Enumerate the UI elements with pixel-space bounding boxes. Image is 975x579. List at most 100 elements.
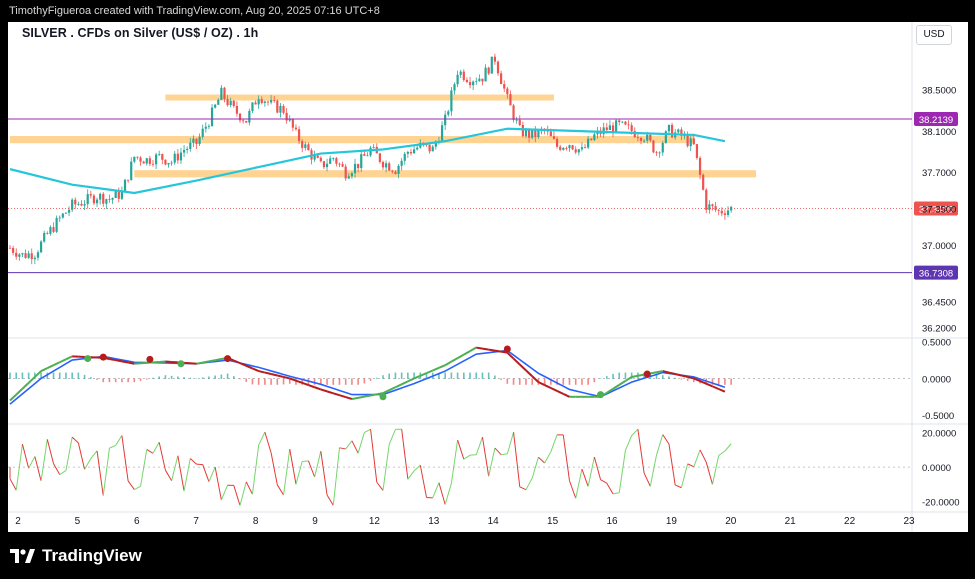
candle-body xyxy=(378,153,381,162)
roc-line-segment xyxy=(15,444,23,491)
currency-button[interactable]: USD xyxy=(916,25,952,45)
candle-body xyxy=(397,165,400,174)
histogram-bar xyxy=(257,378,260,385)
candle-body xyxy=(43,233,46,242)
momentum-line-segment xyxy=(202,360,210,364)
roc-line-segment xyxy=(276,484,284,496)
momentum-line-segment xyxy=(476,346,483,350)
candle-body xyxy=(332,158,335,159)
footer-bar xyxy=(0,532,975,579)
roc-line-segment xyxy=(140,449,148,487)
cross-up-marker xyxy=(597,391,605,399)
roc-line-segment xyxy=(724,443,732,452)
candle-body xyxy=(139,157,142,162)
candle-body xyxy=(210,107,214,126)
candle-body xyxy=(15,252,18,257)
momentum-line-segment xyxy=(115,359,123,363)
roc-line-segment xyxy=(115,435,123,446)
histogram-bar xyxy=(183,377,185,379)
candle-body xyxy=(71,199,74,210)
histogram-bar xyxy=(320,378,322,385)
momentum-line-segment xyxy=(388,386,396,392)
candle-body xyxy=(251,102,254,111)
candle-body xyxy=(120,190,123,199)
candle-body xyxy=(627,124,630,126)
candle-body xyxy=(527,129,531,138)
price-tick-label: 36.2000 xyxy=(922,324,956,335)
candle-body xyxy=(74,199,77,205)
price-label: 36.7308 xyxy=(919,269,953,280)
candle-body xyxy=(80,203,83,206)
roc-line-segment xyxy=(34,456,42,482)
candle-body xyxy=(102,193,105,204)
roc-line-segment xyxy=(21,444,30,469)
candle-body xyxy=(99,193,102,200)
roc-line-segment xyxy=(77,442,86,470)
histogram-bar xyxy=(332,378,335,385)
momentum-line-segment xyxy=(364,394,371,398)
candle-body xyxy=(537,130,540,137)
candle-body xyxy=(403,153,406,161)
candle-body xyxy=(459,71,462,75)
roc-line-segment xyxy=(314,451,322,478)
momentum-line-segment xyxy=(450,357,459,363)
histogram-bar xyxy=(724,378,726,385)
candle-body xyxy=(475,81,478,82)
candle-body xyxy=(154,154,158,165)
histogram-bar xyxy=(220,374,223,379)
roc-line-segment xyxy=(699,449,707,463)
roc-line-segment xyxy=(587,456,595,487)
candle-body xyxy=(257,99,260,105)
candle-body xyxy=(8,247,12,249)
candle-body xyxy=(692,138,695,145)
candle-body xyxy=(182,149,186,153)
roc-line-segment xyxy=(501,453,508,456)
cross-down-marker xyxy=(99,353,107,361)
roc-line-segment xyxy=(693,449,701,467)
histogram-bar xyxy=(450,372,453,379)
momentum-line-segment xyxy=(21,382,30,390)
histogram-bar xyxy=(282,378,285,385)
tradingview-logo[interactable]: TradingView xyxy=(10,546,142,566)
histogram-bar xyxy=(102,378,105,383)
histogram-bar xyxy=(394,372,397,379)
momentum-line-segment xyxy=(239,362,247,367)
histogram-bar xyxy=(233,376,235,379)
candle-body xyxy=(186,148,189,150)
momentum-line-segment xyxy=(258,370,266,374)
histogram-bar xyxy=(481,372,484,379)
momentum-line-segment xyxy=(370,393,377,397)
momentum-line-segment xyxy=(419,372,427,377)
roc-line-segment xyxy=(345,440,353,450)
candle-body xyxy=(207,125,211,127)
histogram-bar xyxy=(251,378,254,385)
roc-line-segment xyxy=(562,434,570,481)
roc-line-segment xyxy=(220,485,229,501)
chart-frame[interactable] xyxy=(8,22,968,532)
candle-body xyxy=(400,160,403,166)
histogram-bar xyxy=(363,378,366,384)
histogram-bar xyxy=(500,378,502,380)
price-tick-label: 36.4500 xyxy=(922,298,956,309)
candle-body xyxy=(490,56,493,74)
candle-body xyxy=(92,195,96,204)
candle-body xyxy=(338,163,341,165)
histogram-bar xyxy=(606,376,608,379)
candle-body xyxy=(590,138,593,141)
momentum-line-segment xyxy=(357,395,365,399)
histogram-bar xyxy=(475,372,478,379)
candle-body xyxy=(33,257,36,260)
roc-line-segment xyxy=(687,463,695,468)
candle-body xyxy=(702,174,705,190)
histogram-bar xyxy=(96,378,98,380)
attribution-bar: TimothyFigueroa created with TradingView… xyxy=(0,0,975,22)
momentum-line-segment xyxy=(407,377,415,383)
price-label: 37.3495 xyxy=(919,205,953,216)
candle-body xyxy=(428,144,431,152)
candle-body xyxy=(176,153,179,161)
histogram-bar xyxy=(127,378,129,383)
candle-body xyxy=(667,124,671,132)
momentum-line-segment xyxy=(214,358,222,362)
price-label: 38.2139 xyxy=(919,115,953,126)
